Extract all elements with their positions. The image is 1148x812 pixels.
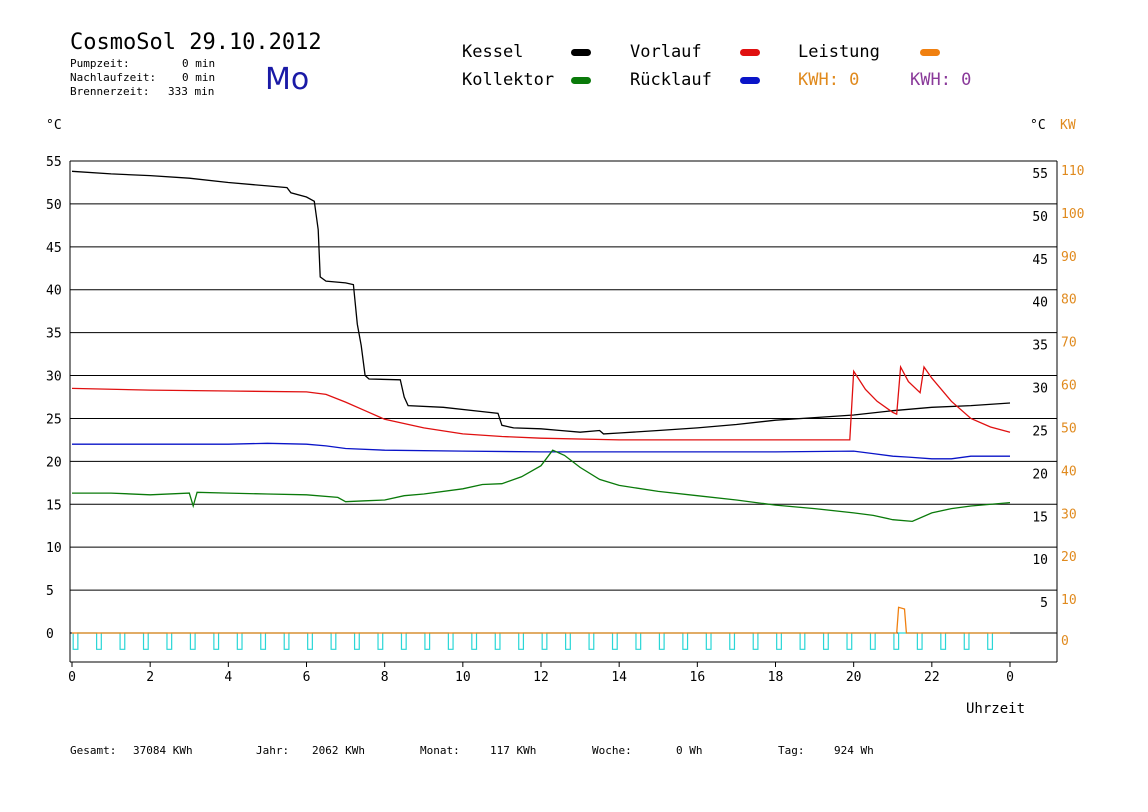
x-tick-2: 4 [224,670,232,685]
right-kw-unit-label: KW [1060,118,1076,133]
y-tick-right-55: 55 [1032,167,1048,182]
legend-leistung-label: Leistung [798,42,880,62]
year-label: Jahr: [256,744,290,757]
chart-axes [69,161,1058,667]
y2-tick-20: 20 [1061,550,1077,565]
y2-tick-110: 110 [1061,164,1084,179]
y-tick-left-55: 55 [46,155,62,170]
series-pump-pulses [72,632,1010,650]
y-tick-right-20: 20 [1032,467,1048,482]
day-label: Tag: [778,744,805,757]
after-run-time-value: 0 min [182,71,216,84]
legend-kollektor-label: Kollektor [462,70,555,90]
x-tick-8: 16 [690,670,706,685]
y-tick-left-0: 0 [46,627,54,642]
x-tick-7: 14 [611,670,627,685]
y-tick-left-40: 40 [46,284,62,299]
y-tick-left-25: 25 [46,412,62,427]
y2-tick-90: 90 [1061,250,1077,265]
x-tick-4: 8 [381,670,389,685]
y2-tick-10: 10 [1061,593,1077,608]
x-tick-5: 10 [455,670,471,685]
series-kessel [71,170,1011,435]
year-value: 2062 KWh [312,744,365,757]
burner-time-value: 333 min [168,85,215,98]
y-tick-left-30: 30 [46,370,62,385]
y-tick-left-10: 10 [46,541,62,556]
burner-time-label: Brennerzeit: [70,85,150,98]
x-tick-0: 0 [68,670,76,685]
chart-grid [70,160,1057,634]
left-unit-label: °C [46,118,62,133]
after-run-time-label: Nachlaufzeit: [70,71,157,84]
legend-leistung-swatch [920,49,940,56]
series-rücklauf [72,442,1010,460]
series-vorlauf [71,364,1011,441]
right-unit-label: °C [1030,118,1046,133]
series-kollektor [72,449,1011,523]
y2-tick-50: 50 [1061,421,1077,436]
legend-vorlauf-label: Vorlauf [630,42,702,62]
week-label: Woche: [592,744,632,757]
y-tick-left-45: 45 [46,241,62,256]
y-tick-right-50: 50 [1032,210,1048,225]
y-tick-right-30: 30 [1032,382,1048,397]
pump-time-value: 0 min [182,57,216,70]
x-tick-9: 18 [768,670,784,685]
y2-tick-80: 80 [1061,293,1077,308]
y2-tick-60: 60 [1061,379,1077,394]
x-axis-label: Uhrzeit [966,701,1026,717]
x-tick-6: 12 [533,670,549,685]
legend-ruecklauf-label: Rücklauf [630,70,712,90]
x-tick-10: 20 [846,670,862,685]
month-label: Monat: [420,744,460,757]
pump-time-label: Pumpzeit: [70,57,130,70]
y-tick-right-15: 15 [1032,510,1048,525]
y2-tick-100: 100 [1061,207,1084,222]
series-leistung [72,606,1010,634]
x-tick-3: 6 [303,670,311,685]
day-value: 924 Wh [834,744,874,757]
legend-vorlauf-swatch [740,49,760,56]
y-tick-right-10: 10 [1032,553,1048,568]
y-tick-right-45: 45 [1032,253,1048,268]
y-tick-right-40: 40 [1032,296,1048,311]
legend-ruecklauf-swatch [740,77,760,84]
x-tick-11: 22 [924,670,940,685]
month-value: 117 KWh [490,744,537,757]
y-tick-right-25: 25 [1032,424,1048,439]
legend-kollektor-swatch [571,77,591,84]
y2-tick-30: 30 [1061,507,1077,522]
kwh-purple-readout: KWH: 0 [910,70,972,90]
total-value: 37084 KWh [133,744,193,757]
legend-kessel-label: Kessel [462,42,524,62]
y-tick-right-5: 5 [1040,596,1048,611]
y-tick-left-20: 20 [46,455,62,470]
y2-tick-40: 40 [1061,464,1077,479]
x-tick-12: 0 [1006,670,1014,685]
chart-series [71,170,1011,650]
y-tick-left-15: 15 [46,498,62,513]
total-label: Gesamt: [70,744,117,757]
chart-title: CosmoSol 29.10.2012 [70,30,322,55]
y-tick-left-50: 50 [46,198,62,213]
y-tick-left-5: 5 [46,584,54,599]
week-value: 0 Wh [676,744,703,757]
x-tick-1: 2 [146,670,154,685]
y2-tick-70: 70 [1061,336,1077,351]
y2-tick-0: 0 [1061,634,1069,649]
weekday-label: Mo [265,62,310,97]
y-tick-right-35: 35 [1032,339,1048,354]
legend-kessel-swatch [571,49,591,56]
kwh-orange-readout: KWH: 0 [798,70,860,90]
y-tick-left-35: 35 [46,327,62,342]
